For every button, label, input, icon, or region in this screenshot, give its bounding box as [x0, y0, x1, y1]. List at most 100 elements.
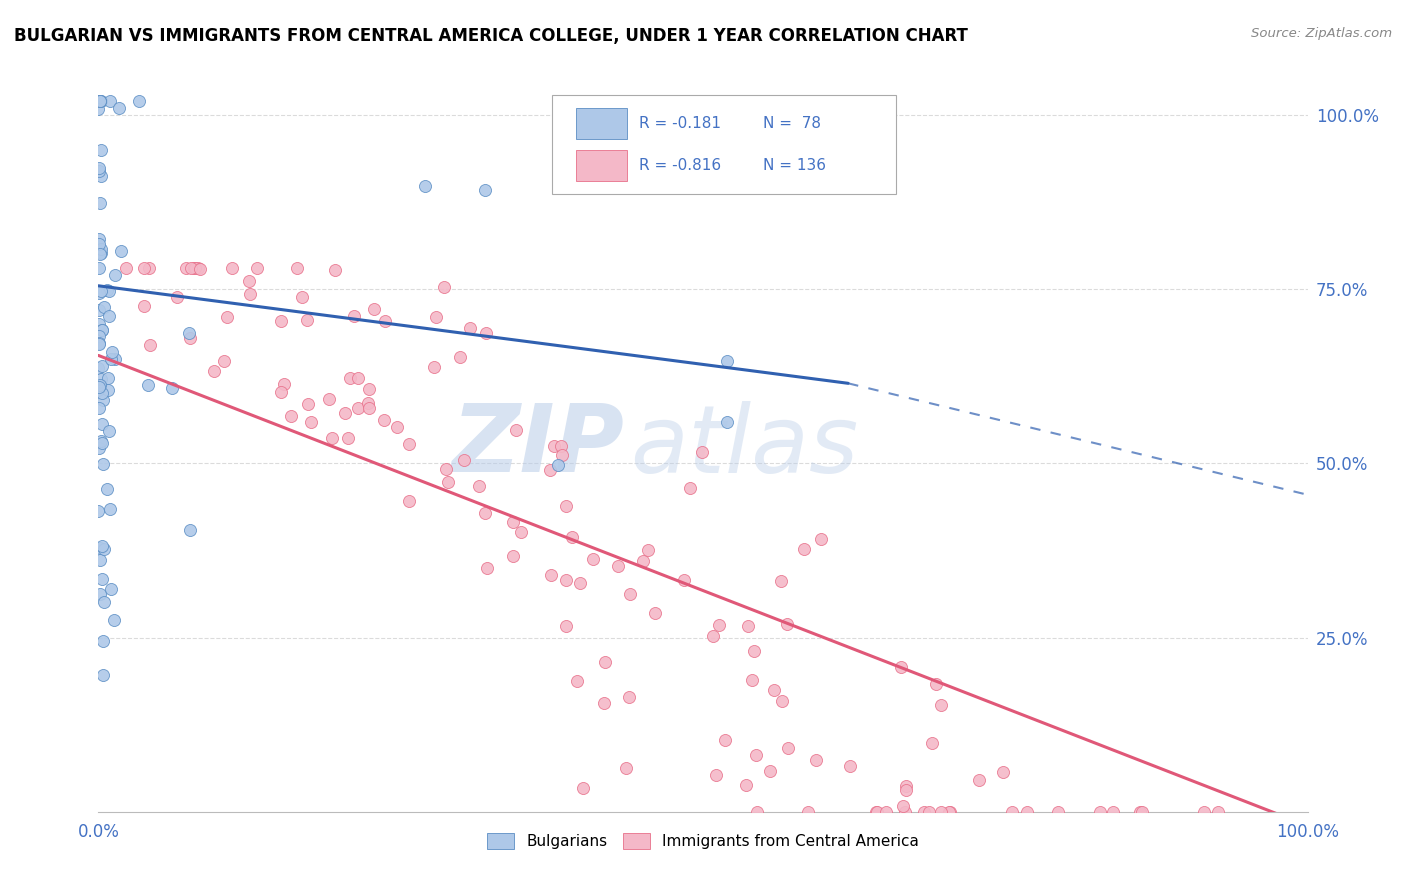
Point	[273, 377, 295, 392]
Point	[89, 541, 111, 556]
Point	[875, 805, 897, 819]
Point	[745, 805, 768, 819]
Point	[357, 383, 380, 397]
Point	[174, 261, 197, 276]
Point	[967, 772, 990, 787]
Point	[89, 587, 111, 601]
Point	[134, 261, 156, 276]
Point	[103, 613, 125, 627]
Point	[96, 482, 118, 496]
Point	[97, 383, 120, 397]
Point	[89, 94, 111, 108]
Point	[291, 290, 314, 304]
Point	[468, 479, 491, 493]
Point	[246, 261, 269, 276]
Point	[702, 629, 724, 643]
Point	[98, 284, 121, 298]
Point	[346, 401, 368, 416]
Text: BULGARIAN VS IMMIGRANTS FROM CENTRAL AMERICA COLLEGE, UNDER 1 YEAR CORRELATION C: BULGARIAN VS IMMIGRANTS FROM CENTRAL AME…	[14, 27, 967, 45]
Text: atlas: atlas	[630, 401, 859, 491]
Point	[741, 673, 763, 687]
Point	[385, 420, 408, 434]
Point	[363, 302, 385, 317]
Point	[644, 606, 666, 620]
Point	[477, 561, 499, 575]
Point	[98, 502, 121, 516]
Point	[1001, 805, 1024, 819]
Point	[87, 164, 110, 178]
Point	[91, 457, 114, 471]
Point	[1192, 805, 1215, 819]
Point	[413, 179, 436, 194]
Point	[437, 475, 460, 490]
Point	[114, 261, 136, 276]
Point	[709, 617, 731, 632]
Point	[568, 576, 591, 591]
Point	[89, 246, 111, 260]
Point	[759, 764, 782, 778]
Point	[679, 481, 702, 495]
Point	[474, 183, 496, 197]
Point	[619, 587, 641, 601]
Point	[1017, 805, 1039, 819]
Point	[160, 381, 183, 395]
Point	[179, 326, 201, 341]
Point	[398, 436, 420, 450]
Point	[87, 260, 110, 275]
Point	[896, 779, 918, 793]
Point	[187, 261, 209, 276]
Point	[215, 310, 238, 324]
Point	[776, 741, 799, 756]
Point	[735, 778, 758, 792]
Point	[357, 395, 380, 409]
Point	[595, 655, 617, 669]
Point	[179, 331, 201, 345]
Point	[91, 393, 114, 408]
Point	[337, 431, 360, 445]
Point	[543, 439, 565, 453]
Point	[993, 764, 1015, 779]
Point	[297, 397, 319, 411]
Point	[97, 371, 120, 385]
Point	[474, 326, 496, 340]
Point	[425, 310, 447, 324]
Point	[770, 574, 793, 588]
Point	[138, 261, 160, 276]
Point	[90, 94, 112, 108]
Point	[538, 463, 561, 477]
Point	[128, 94, 150, 108]
Point	[93, 595, 115, 609]
Point	[97, 309, 120, 323]
Point	[87, 383, 110, 397]
FancyBboxPatch shape	[551, 95, 897, 194]
Point	[343, 309, 366, 323]
Point	[91, 668, 114, 682]
Point	[810, 532, 832, 546]
Point	[633, 554, 655, 568]
Point	[285, 261, 308, 276]
Text: Source: ZipAtlas.com: Source: ZipAtlas.com	[1251, 27, 1392, 40]
Point	[716, 354, 738, 368]
Point	[183, 261, 205, 276]
Point	[458, 320, 481, 334]
Point	[89, 94, 111, 108]
Point	[1047, 805, 1070, 819]
Point	[433, 280, 456, 294]
Point	[716, 415, 738, 429]
Point	[323, 263, 346, 277]
Point	[398, 493, 420, 508]
Point	[89, 552, 111, 566]
Point	[373, 413, 395, 427]
Point	[339, 371, 361, 385]
Point	[607, 558, 630, 573]
Point	[89, 232, 111, 246]
Point	[894, 782, 917, 797]
Point	[912, 805, 935, 819]
Point	[139, 337, 162, 351]
Point	[91, 436, 114, 450]
Point	[91, 417, 114, 431]
Point	[1206, 805, 1229, 819]
Point	[90, 246, 112, 260]
Point	[540, 567, 562, 582]
Point	[89, 236, 111, 251]
